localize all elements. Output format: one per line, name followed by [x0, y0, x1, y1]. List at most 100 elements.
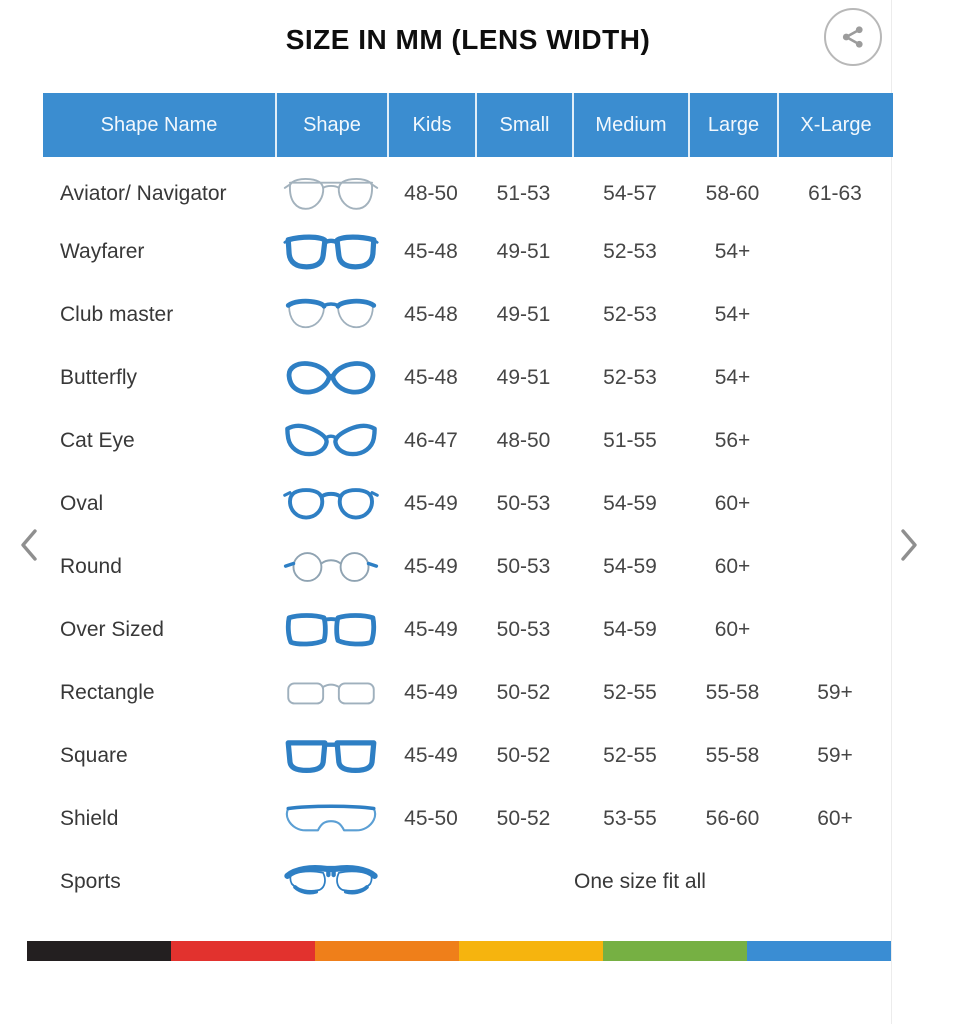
table-row: Wayfarer 45-48 49-51 52-53 54+	[43, 220, 893, 283]
size-value-large: 54+	[714, 302, 751, 326]
size-value-large: 60+	[714, 554, 751, 578]
size-value-xlarge	[777, 346, 893, 409]
shape-name-label: Butterfly	[60, 365, 138, 389]
stripe-segment	[27, 941, 171, 961]
size-value-large: 54+	[714, 239, 751, 263]
chevron-left-icon	[21, 529, 37, 561]
table-row: Aviator/ Navigator 48-50 51-53 54-57 58-60 6…	[43, 157, 893, 220]
table-row: Oval 45-49 50-53 54-59 60+	[43, 472, 893, 535]
round-glasses-icon	[283, 545, 379, 589]
shield-glasses-icon	[283, 797, 379, 841]
column-header-large: Large	[688, 93, 777, 157]
size-value-medium: 53-55	[603, 806, 657, 830]
column-header-small: Small	[475, 93, 572, 157]
oversized-glasses-icon	[283, 608, 379, 652]
size-value-kids: 45-49	[404, 491, 458, 515]
size-value-xlarge: 59+	[817, 680, 853, 704]
size-value-kids: 45-49	[404, 554, 458, 578]
size-value-kids: 46-47	[404, 428, 458, 452]
page-title: SIZE IN MM (LENS WIDTH)	[285, 24, 651, 55]
carousel-prev-button[interactable]	[16, 526, 42, 564]
table-row: Round 45-49 50-53 54-59 60+	[43, 535, 893, 598]
size-value-large: 56+	[714, 428, 751, 452]
table-row: Cat Eye 46-47 48-50 51-55 56+	[43, 409, 893, 472]
size-value-medium: 52-55	[603, 680, 657, 704]
size-value-xlarge	[777, 283, 893, 346]
shape-name-label: Rectangle	[60, 680, 155, 704]
size-value-xlarge	[777, 220, 893, 283]
size-value-medium: 54-59	[603, 617, 657, 641]
size-value-xlarge	[777, 472, 893, 535]
stripe-segment	[603, 941, 747, 961]
size-value-medium: 54-57	[603, 181, 657, 205]
table-row: Rectangle 45-49 50-52 52-55 55-58 59+	[43, 661, 893, 724]
square-glasses-icon	[283, 734, 379, 778]
table-row: Club master 45-48 49-51 52-53 54+	[43, 283, 893, 346]
size-value-kids: 45-49	[404, 743, 458, 767]
stripe-segment	[459, 941, 603, 961]
size-chart-table: Shape Name Shape Kids Small Medium Large X-Lar…	[43, 93, 893, 913]
size-value-small: 50-52	[496, 806, 551, 830]
size-value-medium: 54-59	[603, 491, 657, 515]
size-table-body: Aviator/ Navigator 48-50 51-53 54-57 58-60 6…	[43, 157, 893, 913]
size-value-kids: 45-48	[404, 239, 458, 263]
table-row: Sports One size fit all	[43, 850, 893, 913]
column-header-kids: Kids	[387, 93, 475, 157]
rectangle-glasses-icon	[283, 671, 379, 715]
table-row: Shield 45-50 50-52 53-55 56-60 60+	[43, 787, 893, 850]
table-header-row: Shape Name Shape Kids Small Medium Large X-Lar…	[43, 93, 893, 157]
shape-name-label: Oval	[60, 491, 104, 515]
table-row: Square 45-49 50-52 52-55 55-58 59+	[43, 724, 893, 787]
size-value-xlarge: 61-63	[808, 181, 862, 205]
aviator-glasses-icon	[283, 172, 379, 216]
sports-glasses-icon	[283, 860, 379, 904]
size-value-kids: 45-50	[404, 806, 458, 830]
size-value-small: 50-53	[496, 617, 551, 641]
stripe-segment	[315, 941, 459, 961]
size-value-kids: 45-48	[404, 365, 458, 389]
size-value-small: 48-50	[496, 428, 551, 452]
shape-name-label: Aviator/ Navigator	[60, 181, 227, 205]
card-right-divider	[891, 0, 892, 1024]
size-value-kids: 45-49	[404, 680, 458, 704]
cateye-glasses-icon	[283, 419, 379, 463]
table-row: Butterfly 45-48 49-51 52-53 54+	[43, 346, 893, 409]
clubmaster-glasses-icon	[283, 293, 379, 337]
size-value-xlarge	[777, 409, 893, 472]
carousel-next-button[interactable]	[896, 526, 922, 564]
size-value-kids: 45-48	[404, 302, 458, 326]
size-value-medium: 52-53	[603, 302, 657, 326]
size-value-small: 50-52	[496, 680, 551, 704]
column-header-shape: Shape	[275, 93, 387, 157]
size-value-medium: 52-53	[603, 239, 657, 263]
butterfly-glasses-icon	[283, 356, 379, 400]
size-value-xlarge: 59+	[817, 743, 853, 767]
shape-name-label: Wayfarer	[60, 239, 145, 263]
size-value-small: 51-53	[496, 181, 551, 205]
wayfarer-glasses-icon	[283, 230, 379, 274]
size-value-medium: 52-53	[603, 365, 657, 389]
size-value-small: 49-51	[496, 365, 551, 389]
share-button[interactable]	[824, 8, 882, 66]
one-size-note: One size fit all	[574, 869, 706, 893]
size-value-large: 60+	[714, 617, 751, 641]
brand-color-stripe	[27, 941, 891, 961]
size-value-small: 49-51	[496, 239, 551, 263]
size-value-medium: 54-59	[603, 554, 657, 578]
shape-name-label: Round	[60, 554, 122, 578]
size-value-kids: 45-49	[404, 617, 458, 641]
size-value-xlarge	[777, 598, 893, 661]
stripe-segment	[171, 941, 315, 961]
size-value-large: 58-60	[705, 181, 760, 205]
size-value-medium: 52-55	[603, 743, 657, 767]
chevron-right-icon	[901, 529, 917, 561]
shape-name-label: Over Sized	[60, 617, 164, 641]
size-value-xlarge: 60+	[817, 806, 853, 830]
shape-name-label: Sports	[60, 869, 121, 893]
shape-name-label: Shield	[60, 806, 119, 830]
size-value-small: 50-53	[496, 554, 551, 578]
column-header-medium: Medium	[572, 93, 688, 157]
shape-name-label: Square	[60, 743, 128, 767]
column-header-x-large: X-Large	[777, 93, 893, 157]
shape-name-label: Club master	[60, 302, 174, 326]
